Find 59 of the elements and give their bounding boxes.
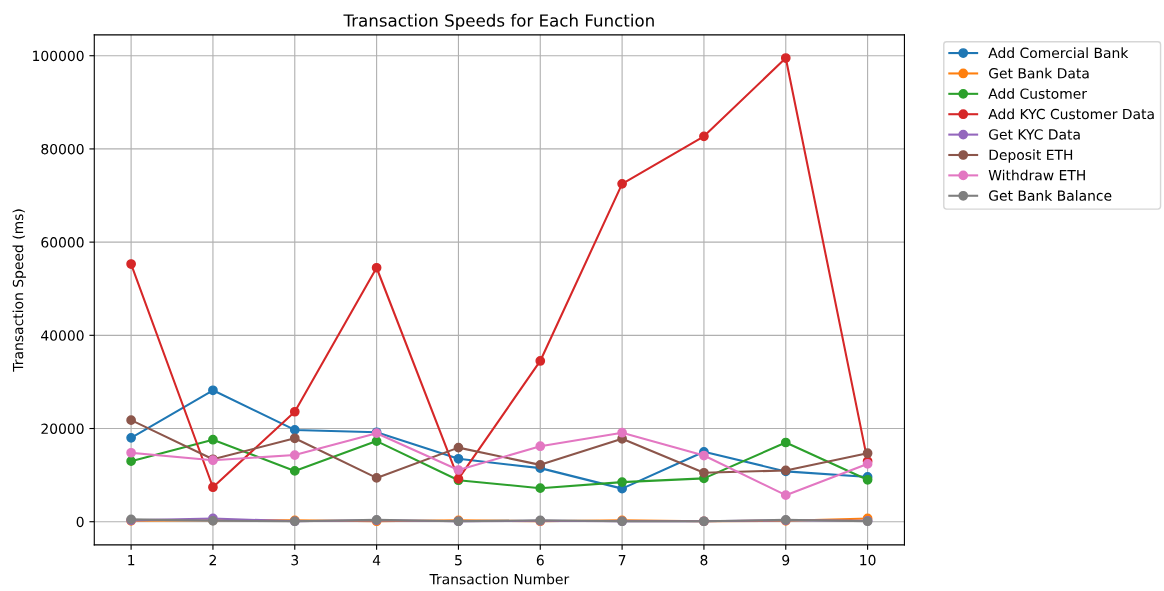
y-tick-label: 100000 xyxy=(33,50,84,62)
y-tick-label: 80000 xyxy=(41,143,84,155)
x-tick-label: 9 xyxy=(782,554,790,566)
point xyxy=(126,415,136,425)
point xyxy=(617,179,627,189)
point xyxy=(617,477,627,487)
point xyxy=(208,482,218,493)
point xyxy=(126,456,136,467)
point xyxy=(699,131,709,142)
point xyxy=(289,425,300,435)
point xyxy=(371,436,382,446)
point xyxy=(289,466,300,476)
point xyxy=(535,441,546,452)
legend-label: Deposit ETH xyxy=(989,149,1073,163)
point xyxy=(126,432,136,443)
x-tick-label: 7 xyxy=(618,555,626,566)
point xyxy=(453,442,464,453)
point xyxy=(208,385,218,396)
legend-label: Add Customer xyxy=(988,88,1087,99)
point xyxy=(535,483,546,494)
point xyxy=(699,467,709,478)
point xyxy=(780,437,791,448)
point xyxy=(126,447,136,458)
y-tick-label: 60000 xyxy=(41,237,84,248)
point xyxy=(699,450,709,461)
x-axis-title: Transaction Number xyxy=(429,573,570,585)
chart-title: Transaction Speeds for Each Function xyxy=(343,13,654,30)
point xyxy=(862,448,873,459)
legend-label: Get Bank Data xyxy=(989,67,1089,79)
point xyxy=(780,490,791,501)
x-tick-label: 4 xyxy=(372,555,381,566)
y-tick-label: 20000 xyxy=(41,423,84,434)
x-tick-label: 1 xyxy=(128,555,135,566)
point xyxy=(371,473,382,483)
point xyxy=(617,427,627,438)
y-axis-title: Transaction Speed (ms) xyxy=(12,209,26,372)
x-tick-label: 3 xyxy=(291,554,299,566)
point xyxy=(371,262,382,273)
x-tick-label: 10 xyxy=(860,554,876,566)
point xyxy=(535,356,546,366)
point xyxy=(208,434,218,445)
y-tick-label: 0 xyxy=(76,516,84,528)
x-tick-label: 5 xyxy=(455,555,462,566)
legend-label: Get KYC Data xyxy=(989,129,1080,140)
point xyxy=(453,453,464,464)
y-tick-label: 40000 xyxy=(41,330,84,341)
point xyxy=(289,406,300,417)
legend-label: Get Bank Balance xyxy=(989,190,1112,201)
point xyxy=(289,433,300,444)
point xyxy=(780,53,791,63)
legend-label: Add Comercial Bank xyxy=(988,47,1129,59)
point xyxy=(126,259,136,269)
point xyxy=(453,465,464,475)
point xyxy=(289,450,300,460)
x-tick-label: 2 xyxy=(209,554,216,566)
x-tick-label: 6 xyxy=(536,554,544,566)
legend-label: Withdraw ETH xyxy=(988,169,1085,181)
x-tick-label: 8 xyxy=(700,554,708,566)
legend-label: Add KYC Customer Data xyxy=(988,108,1154,120)
